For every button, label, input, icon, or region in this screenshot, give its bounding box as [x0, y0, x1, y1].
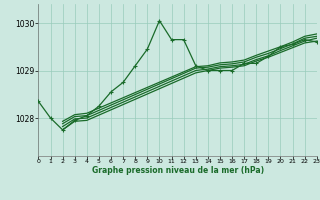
X-axis label: Graphe pression niveau de la mer (hPa): Graphe pression niveau de la mer (hPa) [92, 166, 264, 175]
